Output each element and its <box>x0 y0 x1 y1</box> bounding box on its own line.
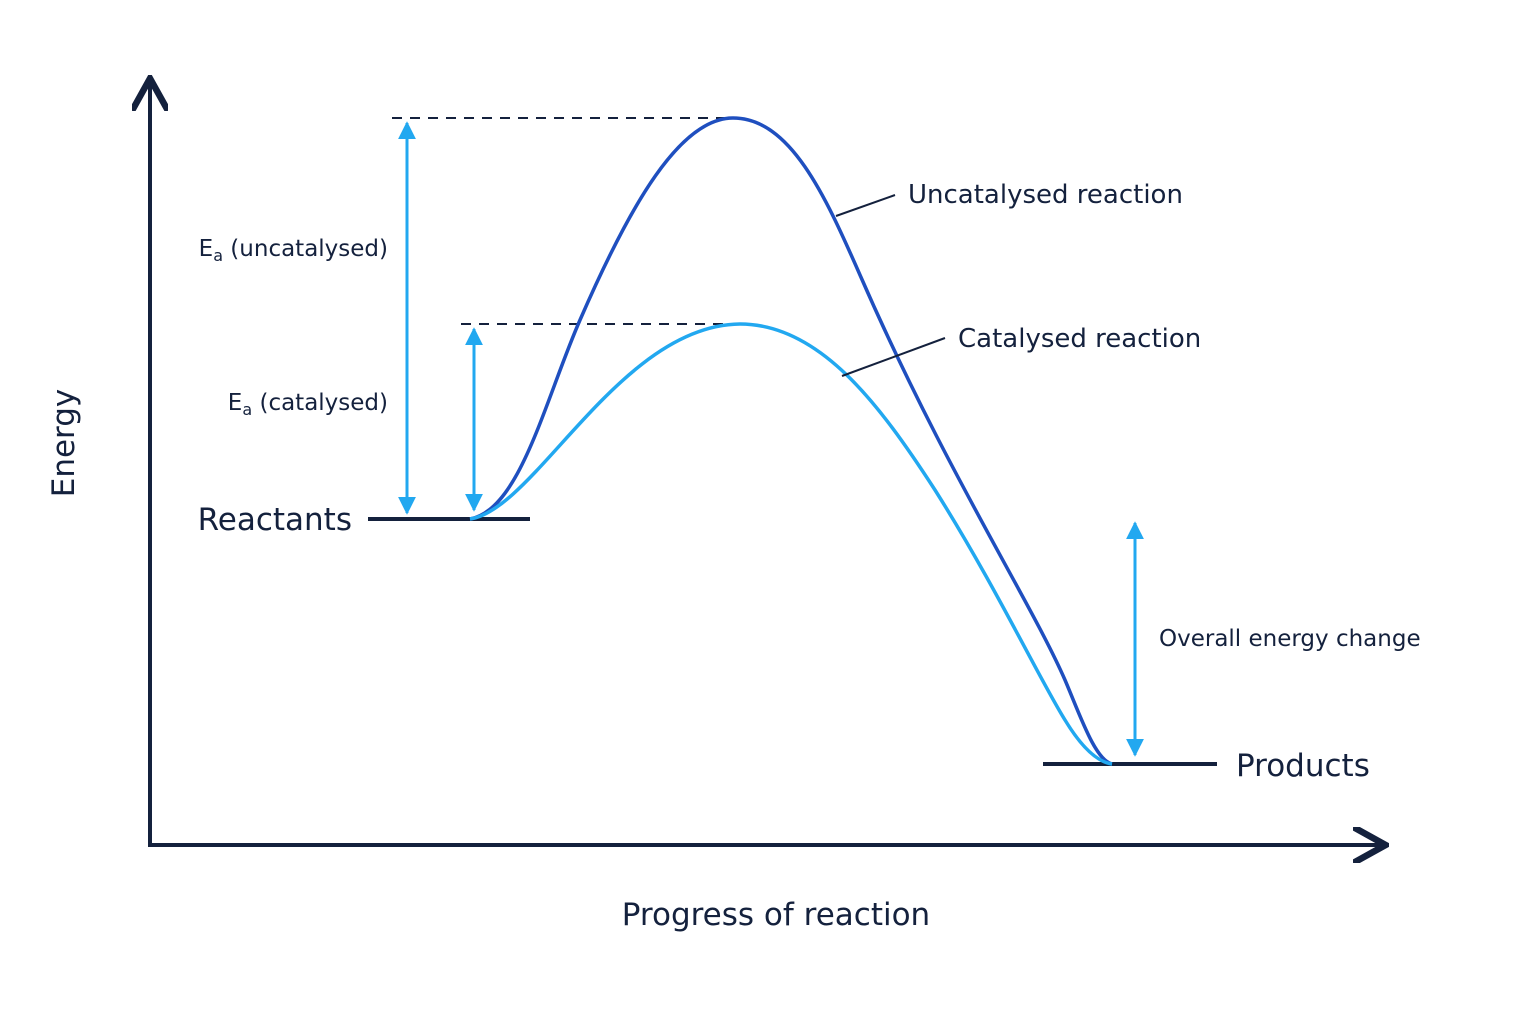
uncatalysed-label: Uncatalysed reaction <box>908 180 1183 210</box>
ea-catalysed-label: Ea (catalysed) <box>228 390 388 419</box>
products-label: Products <box>1236 748 1370 784</box>
catalysed-label: Catalysed reaction <box>958 324 1201 354</box>
uncatalysed-curve <box>469 116 1113 766</box>
catalysed-curve <box>469 322 1113 766</box>
reactants-label: Reactants <box>198 502 352 538</box>
uncatalysed-leader <box>835 194 896 217</box>
overall-energy-label: Overall energy change <box>1159 626 1421 652</box>
y-axis-label: Energy <box>46 389 82 498</box>
ea-uncatalysed-label: Ea (uncatalysed) <box>199 236 388 265</box>
catalysed-leader <box>841 337 946 377</box>
x-axis-label: Progress of reaction <box>622 897 930 933</box>
